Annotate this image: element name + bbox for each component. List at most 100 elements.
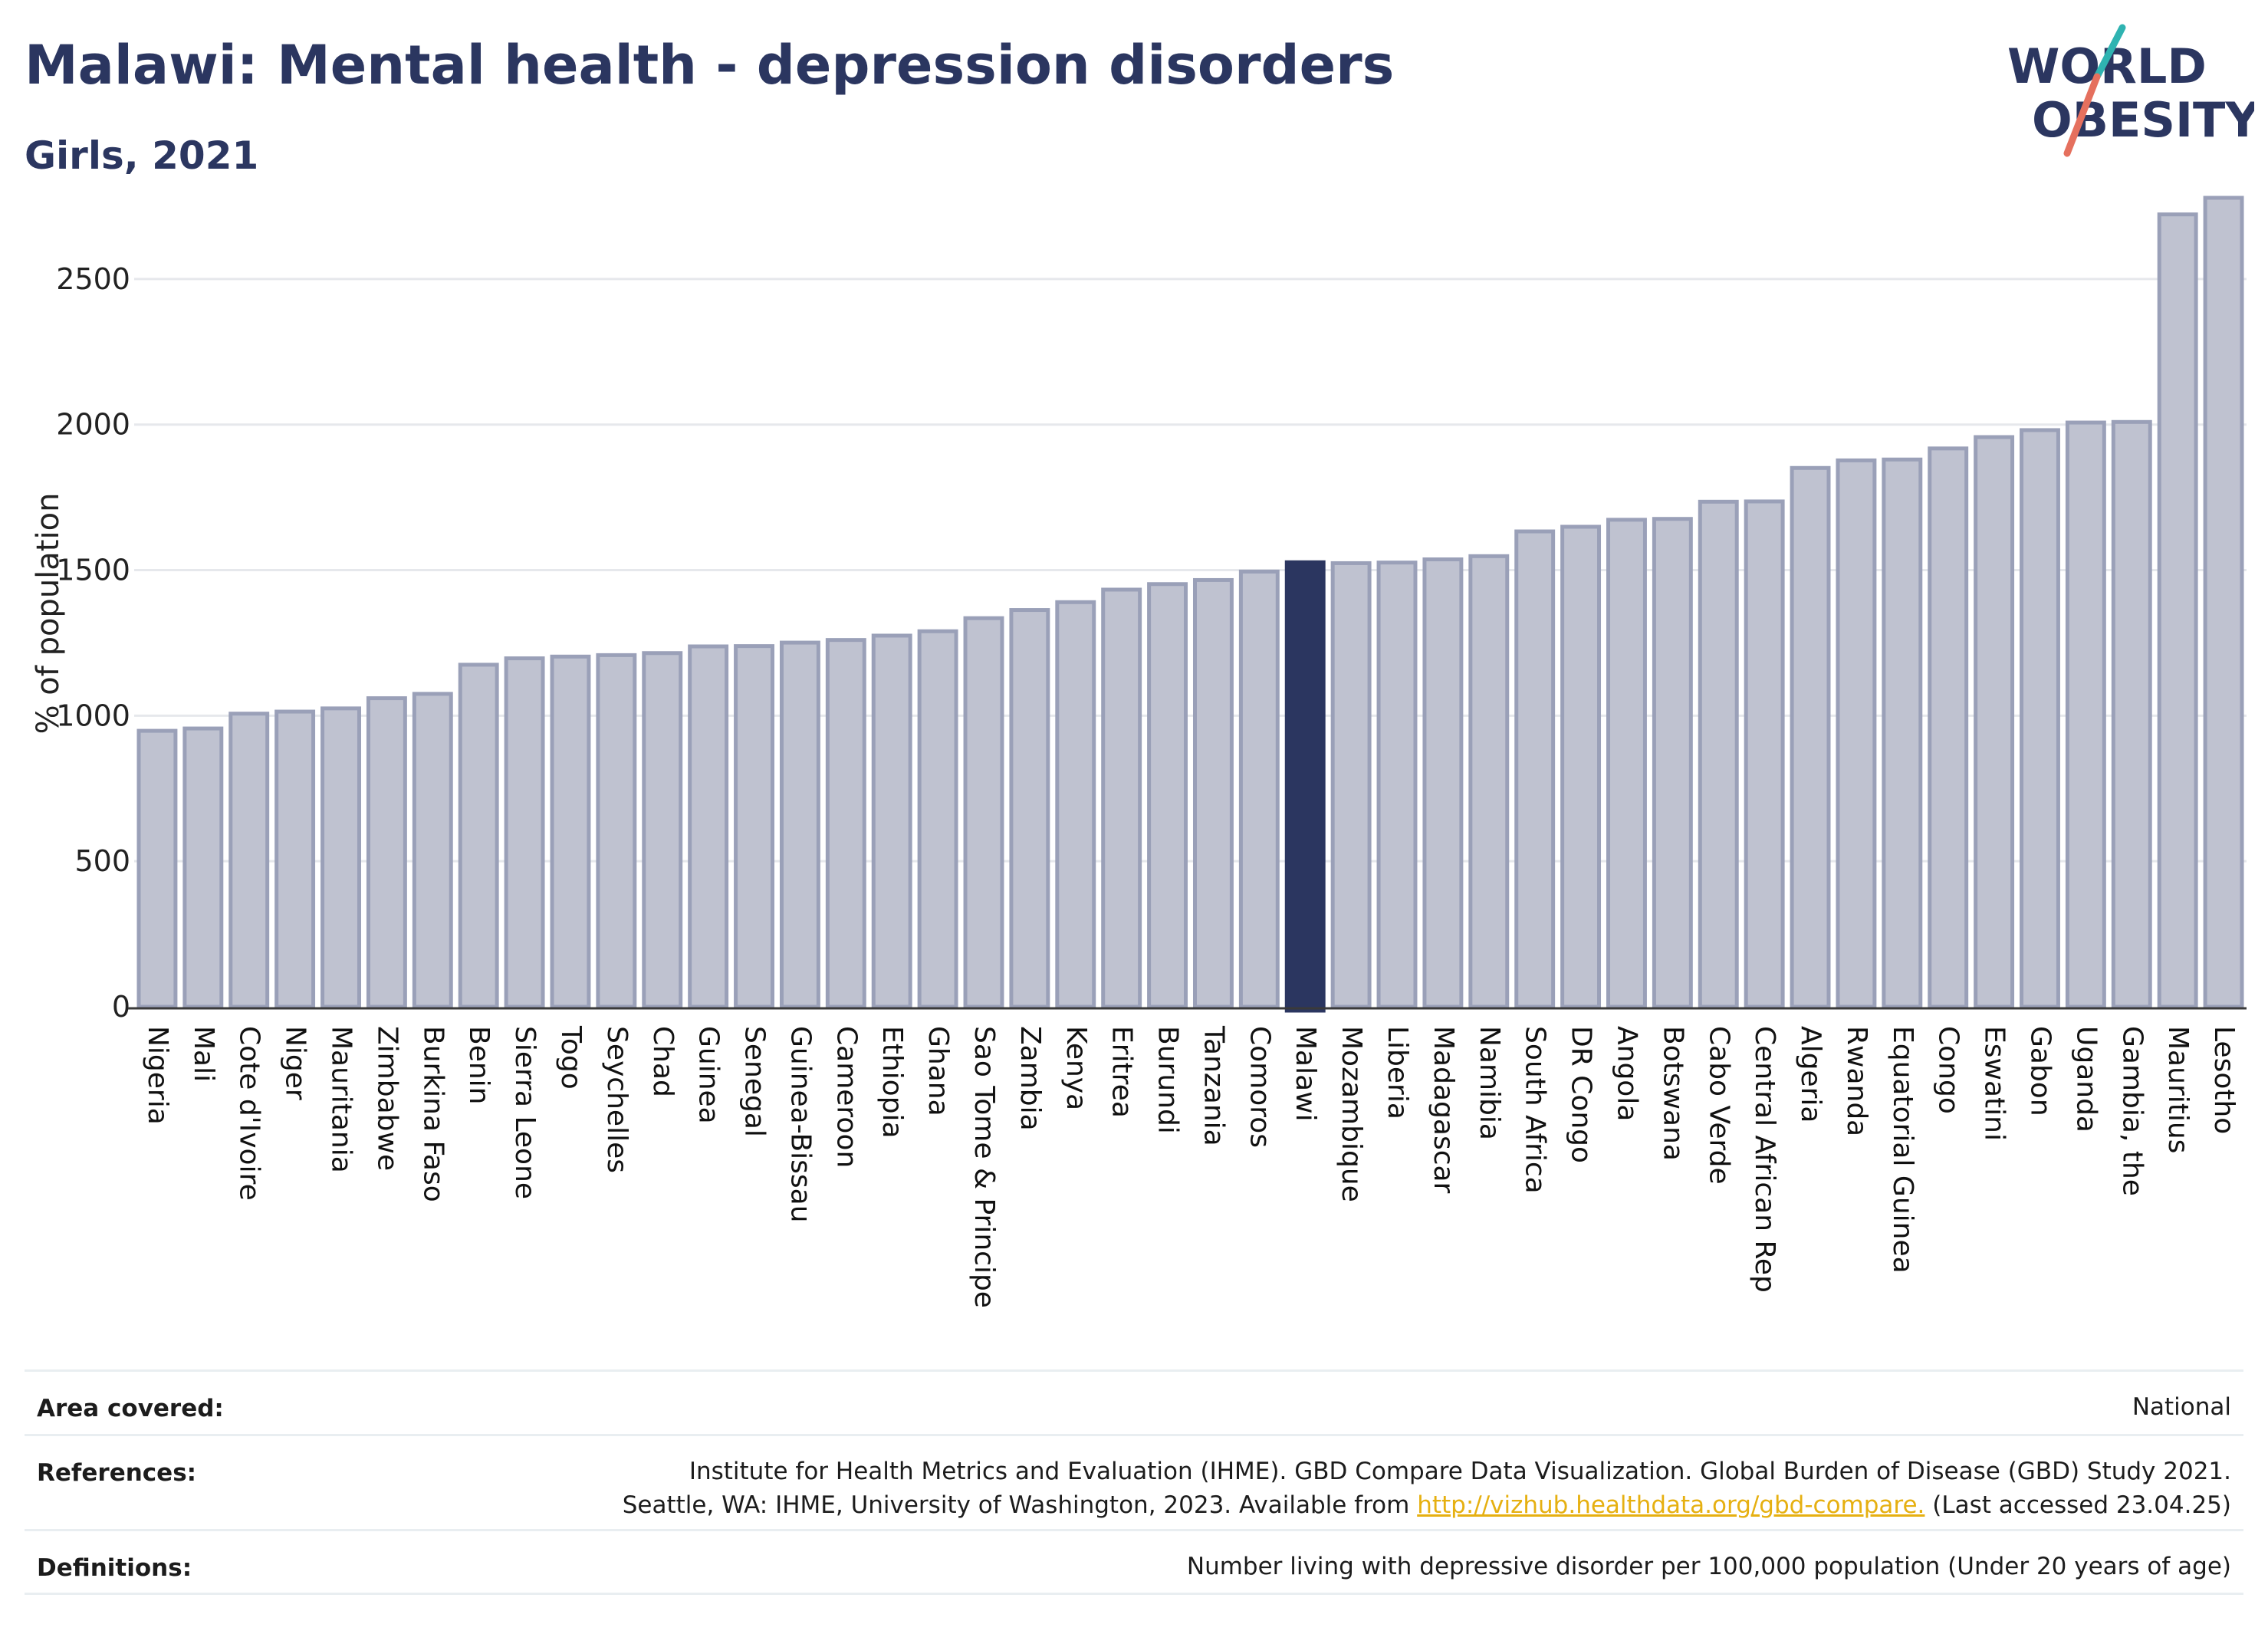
bar xyxy=(1422,557,1464,1009)
x-tick-label: Zimbabwe xyxy=(371,1026,403,1171)
bar xyxy=(2065,420,2106,1009)
bar xyxy=(1928,446,1969,1009)
x-tick-label: Ethiopia xyxy=(876,1026,908,1139)
references-label: References: xyxy=(37,1459,197,1487)
area-label: Area covered: xyxy=(37,1395,224,1422)
y-axis-label: % of population xyxy=(31,493,66,735)
references-value: Institute for Health Metrics and Evaluat… xyxy=(623,1455,2231,1522)
x-tick-label: Botswana xyxy=(1657,1026,1688,1161)
bar xyxy=(825,638,866,1009)
bar xyxy=(1790,465,1831,1009)
x-tick-label: Senegal xyxy=(739,1026,771,1137)
bar xyxy=(1238,569,1280,1009)
x-tick-label: Sierra Leone xyxy=(509,1026,541,1199)
x-tick-label: Angola xyxy=(1611,1026,1642,1121)
bar xyxy=(2111,419,2152,1009)
bar xyxy=(1698,499,1739,1009)
x-tick-label: Lesotho xyxy=(2208,1026,2240,1134)
bar xyxy=(320,706,361,1009)
x-tick-label: Rwanda xyxy=(1841,1026,1872,1136)
x-tick-label: Cote d'Ivoire xyxy=(234,1026,265,1201)
x-tick-label: Eritrea xyxy=(1106,1026,1138,1118)
bar xyxy=(2020,428,2060,1009)
bar xyxy=(1744,499,1785,1009)
bar xyxy=(917,629,958,1009)
logo-text-world: WORLD xyxy=(2007,38,2207,94)
references-line-2-start: Seattle, WA: IHME, University of Washing… xyxy=(622,1491,1418,1519)
bar xyxy=(274,709,316,1009)
x-tick-label: Cabo Verde xyxy=(1703,1026,1734,1185)
x-tick-label: Equatorial Guinea xyxy=(1887,1026,1918,1274)
x-tick-label: Togo xyxy=(555,1025,587,1090)
bar xyxy=(871,633,912,1009)
x-tick-label: Ghana xyxy=(922,1026,954,1116)
x-tick-label: Namibia xyxy=(1474,1026,1505,1140)
bar-highlight xyxy=(1284,560,1326,1013)
bar xyxy=(734,644,774,1009)
bar xyxy=(1882,457,1923,1009)
bar xyxy=(1147,582,1188,1009)
x-tick-label: Niger xyxy=(280,1026,311,1100)
y-tick-label: 1500 xyxy=(56,554,130,587)
x-tick-label: Malawi xyxy=(1290,1026,1321,1122)
footer-row-area: Area covered: National xyxy=(25,1369,2243,1434)
x-tick-label: Kenya xyxy=(1060,1026,1092,1110)
bar xyxy=(963,616,1004,1009)
x-tick-label: Mauritius xyxy=(2162,1026,2194,1153)
bar xyxy=(136,728,178,1009)
x-tick-label: Madagascar xyxy=(1428,1026,1459,1194)
x-tick-label: Congo xyxy=(1933,1026,1964,1114)
bar xyxy=(504,656,545,1009)
bar xyxy=(1468,554,1510,1009)
bar-chart: 0 500 1000 1500 2000 2500 % of population Niger… xyxy=(31,196,2247,1308)
logo-text-obesity: OBESITY xyxy=(2032,92,2254,148)
references-link[interactable]: http://vizhub.healthdata.org/gbd-compare… xyxy=(1417,1491,1925,1519)
bar xyxy=(1376,561,1418,1009)
bar xyxy=(596,653,637,1009)
y-tick-label: 1000 xyxy=(56,699,130,732)
x-tick-label: Eswatini xyxy=(1979,1026,2010,1141)
x-tick-label: Mozambique xyxy=(1336,1026,1367,1202)
x-tick-label: Mauritania xyxy=(326,1026,357,1173)
x-tick-label: South Africa xyxy=(1520,1026,1551,1194)
world-obesity-logo: WORLD OBESITY xyxy=(2007,24,2254,157)
logo-slash-coral xyxy=(2063,73,2101,157)
bar xyxy=(550,654,591,1009)
x-tick-label: Burundi xyxy=(1152,1026,1184,1134)
bar xyxy=(688,644,729,1009)
x-tick-label: Gabon xyxy=(2024,1026,2056,1116)
footer-row-definitions: Definitions: Number living with depressi… xyxy=(25,1529,2243,1595)
x-tick-label: Sao Tome & Principe xyxy=(968,1026,1000,1308)
bar xyxy=(1606,518,1647,1009)
bar xyxy=(366,696,407,1009)
y-tick-label: 2500 xyxy=(56,262,130,296)
bar xyxy=(2157,212,2198,1009)
bar xyxy=(458,662,499,1009)
bar xyxy=(1055,600,1096,1009)
y-tick-label: 500 xyxy=(74,844,130,878)
references-line-1: Institute for Health Metrics and Evaluat… xyxy=(689,1458,2231,1485)
logo-slash-teal xyxy=(2093,24,2126,81)
area-value: National xyxy=(2132,1393,2231,1421)
x-tick-label: Algeria xyxy=(1795,1026,1826,1123)
x-tick-label: Gambia, the xyxy=(2116,1026,2148,1196)
bar xyxy=(1514,529,1556,1009)
references-line-2-end: (Last accessed 23.04.25) xyxy=(1925,1491,2231,1519)
definitions-value: Number living with depressive disorder p… xyxy=(1186,1553,2231,1580)
y-tick-label: 2000 xyxy=(56,408,130,442)
bar xyxy=(1009,608,1050,1009)
x-tick-label: DR Congo xyxy=(1566,1026,1597,1163)
x-tick-label: Zambia xyxy=(1014,1026,1046,1131)
x-tick-label: Guinea-Bissau xyxy=(784,1026,816,1223)
x-tick-label: Tanzania xyxy=(1198,1025,1229,1146)
chart-title: Malawi: Mental health - depression disor… xyxy=(25,34,1395,97)
x-tick-label: Mali xyxy=(188,1026,219,1082)
bar xyxy=(1330,561,1372,1009)
x-tick-label: Comoros xyxy=(1244,1026,1275,1148)
x-tick-label: Guinea xyxy=(693,1026,725,1124)
bar xyxy=(228,712,270,1009)
chart-subtitle: Girls, 2021 xyxy=(25,133,259,178)
bar xyxy=(779,640,820,1009)
bar xyxy=(1974,435,2015,1009)
bar xyxy=(1836,458,1877,1009)
